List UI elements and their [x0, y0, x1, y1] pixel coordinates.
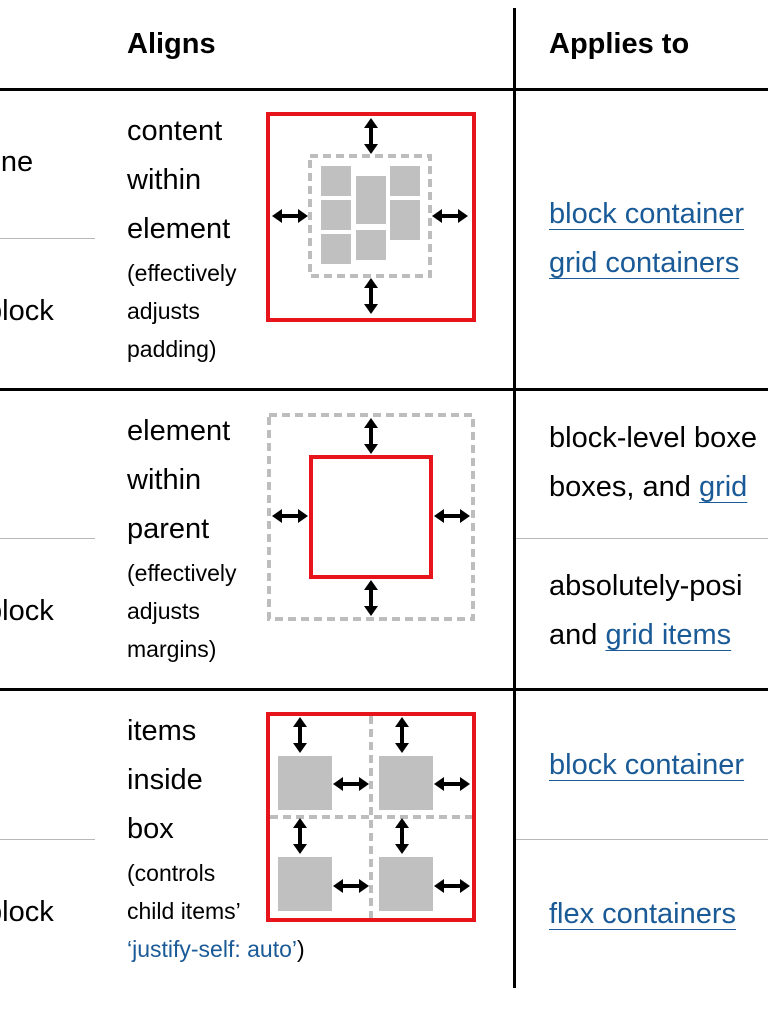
- applies-block-level-boxes: block-level boxe boxes, and grid: [549, 422, 757, 503]
- applies-divider-2: [516, 538, 768, 539]
- double-arrow-horizontal-icon: [333, 777, 369, 791]
- applies-row3-bottom: flex containers: [549, 890, 736, 939]
- link-grid-containers[interactable]: grid containers: [549, 247, 740, 279]
- applies-divider-3: [516, 839, 768, 840]
- double-arrow-vertical-icon: [364, 118, 378, 154]
- link-block-containers[interactable]: block container: [549, 198, 745, 230]
- axis-divider-3: [0, 839, 95, 840]
- diagram-items-alignment: [266, 712, 476, 922]
- double-arrow-vertical-icon: [364, 580, 378, 616]
- applies-list-row1: block container grid containers: [549, 190, 744, 288]
- double-arrow-horizontal-icon: [434, 777, 470, 791]
- double-arrow-vertical-icon: [293, 818, 307, 854]
- column-divider: [513, 8, 516, 988]
- column-header-applies-to: Applies to: [549, 28, 690, 60]
- double-arrow-horizontal-icon: [434, 509, 470, 523]
- axis-label-line: line: [0, 146, 34, 178]
- double-arrow-vertical-icon: [293, 717, 307, 753]
- description-content-within-element: content within element (effectively adju…: [127, 115, 237, 362]
- description-items-inside-box: items inside box (controls child items’ …: [127, 715, 305, 962]
- header-rule: [0, 88, 768, 91]
- description-element-within-parent: element within parent (effectively adjus…: [127, 415, 237, 662]
- column-header-aligns: Aligns: [127, 28, 216, 60]
- link-flex-containers[interactable]: flex containers: [549, 898, 736, 930]
- applies-absolutely-positioned: absolutely-posi and grid items: [549, 570, 743, 651]
- double-arrow-horizontal-icon: [272, 509, 308, 523]
- link-grid[interactable]: grid: [698, 471, 748, 503]
- axis-divider-1: [0, 238, 95, 239]
- link-justify-self-auto[interactable]: ‘justify-self: auto’: [127, 936, 298, 962]
- double-arrow-vertical-icon: [364, 418, 378, 454]
- diagram-content-alignment: [266, 112, 476, 322]
- axis-divider-2: [0, 538, 95, 539]
- link-grid-items[interactable]: grid items: [605, 619, 732, 651]
- double-arrow-vertical-icon: [395, 818, 409, 854]
- double-arrow-vertical-icon: [395, 717, 409, 753]
- axis-label-block: block: [0, 896, 54, 928]
- double-arrow-horizontal-icon: [432, 209, 468, 223]
- row-rule-1: [0, 388, 768, 391]
- applies-row3-top: block container: [549, 741, 744, 790]
- double-arrow-horizontal-icon: [434, 879, 470, 893]
- link-block-containers[interactable]: block container: [549, 749, 745, 781]
- double-arrow-horizontal-icon: [333, 879, 369, 893]
- axis-label-block: block: [0, 295, 54, 327]
- axis-label-block: block: [0, 595, 54, 627]
- diagram-self-alignment: [267, 413, 475, 621]
- row-rule-2: [0, 688, 768, 691]
- double-arrow-horizontal-icon: [272, 209, 308, 223]
- double-arrow-vertical-icon: [364, 278, 378, 314]
